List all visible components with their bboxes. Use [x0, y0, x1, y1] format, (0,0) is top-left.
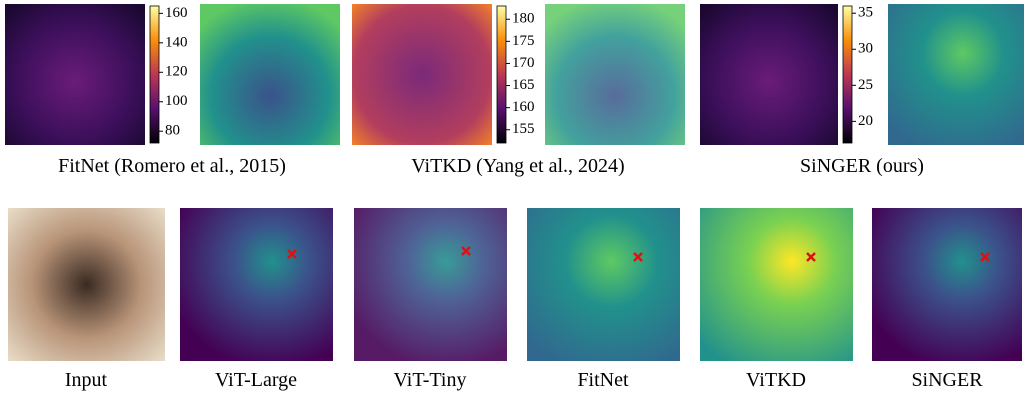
heatmap	[527, 208, 680, 361]
caption: ViT-Tiny	[394, 369, 467, 391]
colorbar	[496, 5, 507, 144]
top-images	[5, 4, 1024, 145]
heatmap	[352, 4, 492, 145]
colorbar-tick-label: 120	[165, 64, 188, 80]
heatmap	[700, 208, 853, 361]
colorbar	[842, 5, 853, 144]
colorbar-tick-label: 165	[512, 77, 535, 93]
colorbar-tick-label: 160	[165, 5, 188, 21]
colorbar-tick-label: 160	[512, 99, 535, 115]
heatmap	[888, 4, 1024, 145]
input-image	[8, 208, 165, 361]
colorbar-tick-label: 180	[512, 11, 535, 27]
heatmap	[700, 4, 838, 145]
caption: ViT-Large	[215, 369, 297, 391]
heatmap	[545, 4, 685, 145]
caption: ViTKD (Yang et al., 2024)	[411, 155, 624, 177]
bottom-images	[8, 208, 1022, 361]
colorbar-tick-label: 100	[165, 93, 188, 109]
heatmap	[872, 208, 1022, 361]
caption: FitNet (Romero et al., 2015)	[58, 155, 286, 177]
caption: SiNGER (ours)	[800, 155, 924, 177]
heatmap	[5, 4, 145, 145]
caption: SiNGER	[911, 369, 983, 391]
caption: FitNet	[577, 369, 629, 391]
query-markers	[287, 246, 990, 262]
caption: ViTKD	[746, 369, 806, 391]
colorbar-tick-label: 30	[858, 41, 873, 57]
heatmap	[200, 4, 340, 145]
colorbar-tick-label: 25	[858, 77, 873, 93]
colorbar-tick-label: 80	[165, 123, 180, 139]
colorbar-tick-label: 175	[512, 33, 535, 49]
heatmap	[354, 208, 507, 361]
colorbar-tick-label: 35	[858, 5, 873, 21]
colorbar-tick-label: 155	[512, 121, 535, 137]
colorbar	[149, 5, 160, 144]
heatmap	[180, 208, 333, 361]
caption: Input	[65, 369, 108, 391]
colorbar-tick-label: 170	[512, 55, 535, 71]
colorbar-tick-label: 140	[165, 34, 188, 50]
colorbar-tick-label: 20	[858, 113, 873, 129]
